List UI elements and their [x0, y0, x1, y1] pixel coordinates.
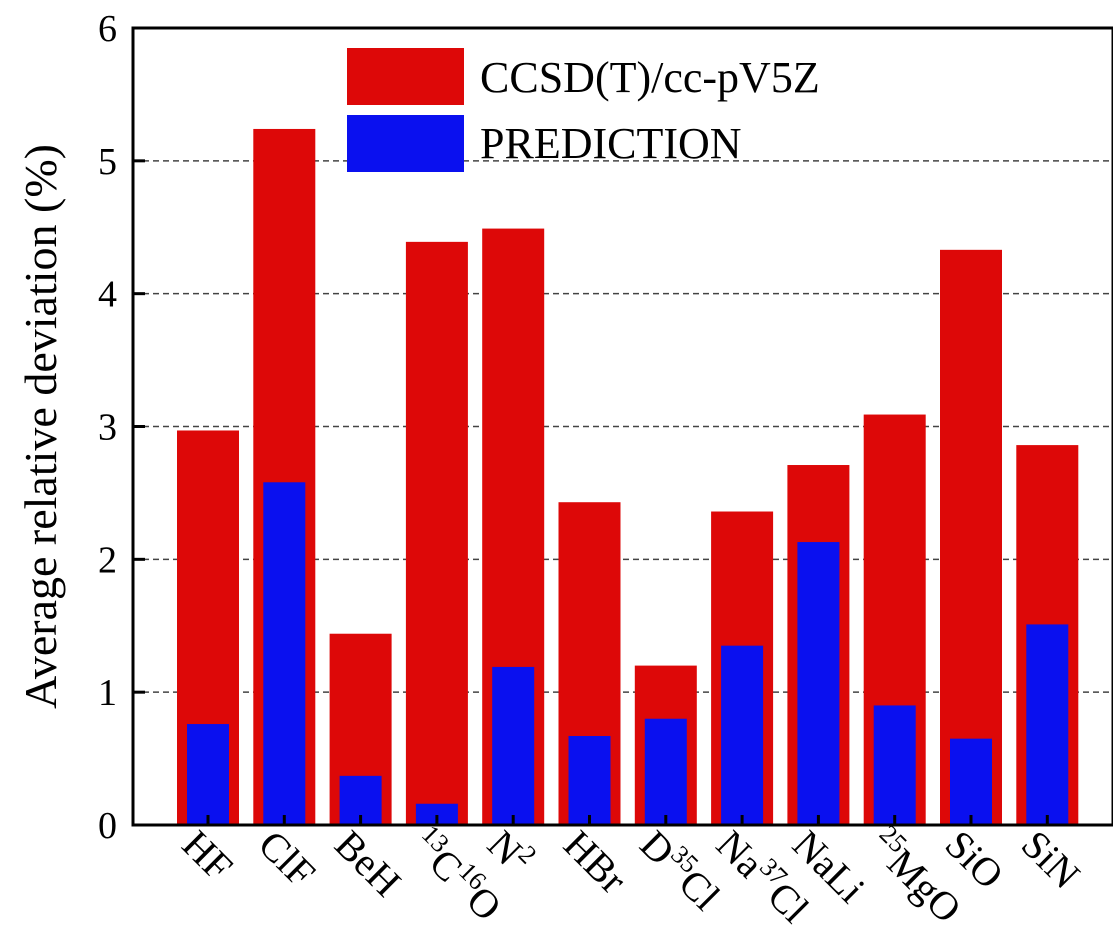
bar-prediction-0	[187, 724, 229, 825]
x-tick-label: BeH	[326, 822, 410, 906]
bar-ccsdt-10	[940, 249, 1002, 825]
legend-label-prediction: PREDICTION	[480, 119, 742, 168]
legend: CCSD(T)/cc-pV5Z PREDICTION	[347, 48, 820, 172]
y-axis-label: Average relative deviation (%)	[15, 144, 66, 709]
x-tick-label: SiN	[1013, 822, 1089, 898]
y-tick-label: 2	[98, 539, 117, 581]
y-tick-label: 0	[98, 805, 117, 847]
y-tick-label: 1	[98, 672, 117, 714]
y-tick-label: 5	[98, 141, 117, 183]
bar-prediction-1	[263, 482, 306, 825]
legend-label-ccsdt: CCSD(T)/cc-pV5Z	[480, 53, 820, 102]
bar-prediction-10	[950, 738, 992, 825]
y-tick-label: 3	[98, 407, 117, 449]
bar-prediction-7	[721, 645, 764, 825]
y-axis-ticks: 0 1 2 3 4 5 6	[98, 8, 1049, 847]
bar-ccsdt-3	[405, 241, 468, 825]
y-tick-label: 4	[98, 274, 117, 316]
legend-swatch-ccsdt	[347, 48, 464, 105]
bar-prediction-11	[1026, 624, 1069, 825]
x-tick-label: HF	[174, 822, 242, 890]
legend-swatch-prediction	[347, 115, 464, 172]
bar-prediction-4	[492, 666, 535, 825]
y-tick-label: 6	[98, 8, 117, 50]
bar-prediction-3	[415, 803, 458, 825]
x-tick-label: HBr	[555, 822, 636, 903]
bar-prediction-5	[568, 736, 611, 825]
bars	[177, 128, 1079, 825]
bar-prediction-9	[873, 705, 916, 825]
bar-prediction-8	[797, 542, 840, 825]
x-tick-label: ClF	[250, 822, 324, 896]
x-tick-label: D35Cl	[631, 819, 730, 918]
bar-prediction-6	[644, 718, 687, 825]
